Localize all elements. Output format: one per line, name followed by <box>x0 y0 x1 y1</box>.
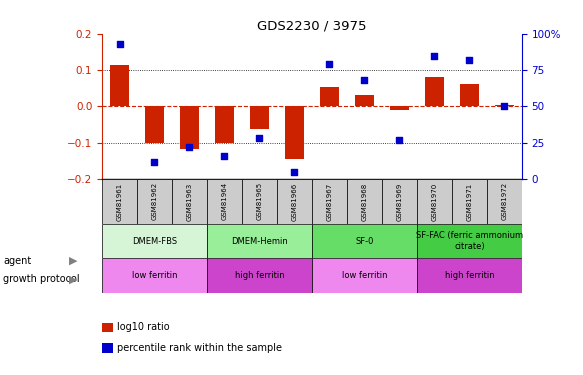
Text: GSM81962: GSM81962 <box>152 182 157 220</box>
Text: low ferritin: low ferritin <box>342 271 387 280</box>
Point <box>150 159 159 165</box>
Text: SF-0: SF-0 <box>355 237 374 246</box>
Text: DMEM-FBS: DMEM-FBS <box>132 237 177 246</box>
Point <box>465 57 474 63</box>
Point <box>115 41 124 47</box>
Text: percentile rank within the sample: percentile rank within the sample <box>117 343 282 353</box>
Bar <box>354 95 374 106</box>
Text: GSM81964: GSM81964 <box>222 182 227 220</box>
Text: GSM81963: GSM81963 <box>187 182 192 220</box>
Bar <box>417 258 522 292</box>
Title: GDS2230 / 3975: GDS2230 / 3975 <box>257 20 367 33</box>
Bar <box>319 87 339 106</box>
Text: GSM81968: GSM81968 <box>361 182 367 220</box>
Bar <box>137 179 172 224</box>
Bar <box>110 65 129 106</box>
Bar <box>312 258 417 292</box>
Point <box>395 137 404 143</box>
Bar <box>250 106 269 129</box>
Point <box>360 77 369 83</box>
Text: ▶: ▶ <box>69 256 78 266</box>
Text: GSM81971: GSM81971 <box>466 182 472 220</box>
Bar <box>102 179 137 224</box>
Bar <box>494 105 514 106</box>
Text: ▶: ▶ <box>69 274 78 284</box>
Text: GSM81972: GSM81972 <box>501 182 507 220</box>
Bar <box>215 106 234 143</box>
Bar <box>172 179 207 224</box>
Point <box>325 61 334 67</box>
Text: GSM81970: GSM81970 <box>431 182 437 220</box>
Text: high ferritin: high ferritin <box>234 271 285 280</box>
Point <box>500 104 509 110</box>
Point <box>290 169 299 175</box>
Bar <box>312 224 417 258</box>
Text: GSM81967: GSM81967 <box>326 182 332 220</box>
Bar <box>459 84 479 106</box>
Bar <box>389 106 409 110</box>
Bar <box>102 224 207 258</box>
Point <box>185 144 194 150</box>
Bar <box>347 179 382 224</box>
Text: GSM81965: GSM81965 <box>257 182 262 220</box>
Text: GSM81966: GSM81966 <box>292 182 297 220</box>
Bar <box>452 179 487 224</box>
Text: high ferritin: high ferritin <box>444 271 494 280</box>
Bar <box>207 224 312 258</box>
Point <box>430 53 439 58</box>
Text: DMEM-Hemin: DMEM-Hemin <box>231 237 288 246</box>
Bar <box>180 106 199 149</box>
Bar <box>487 179 522 224</box>
Text: GSM81961: GSM81961 <box>117 182 122 220</box>
Bar <box>102 258 207 292</box>
Text: SF-FAC (ferric ammonium
citrate): SF-FAC (ferric ammonium citrate) <box>416 231 523 251</box>
Text: log10 ratio: log10 ratio <box>117 322 169 332</box>
Bar <box>207 179 242 224</box>
Bar <box>417 179 452 224</box>
Bar <box>207 258 312 292</box>
Point <box>255 135 264 141</box>
Bar <box>312 179 347 224</box>
Text: low ferritin: low ferritin <box>132 271 177 280</box>
Bar <box>277 179 312 224</box>
Point <box>220 153 229 159</box>
Bar <box>285 106 304 159</box>
Text: GSM81969: GSM81969 <box>396 182 402 220</box>
Bar <box>417 224 522 258</box>
Text: agent: agent <box>3 256 31 266</box>
Bar <box>382 179 417 224</box>
Bar <box>242 179 277 224</box>
Text: growth protocol: growth protocol <box>3 274 79 284</box>
Bar <box>424 77 444 106</box>
Bar <box>145 106 164 143</box>
